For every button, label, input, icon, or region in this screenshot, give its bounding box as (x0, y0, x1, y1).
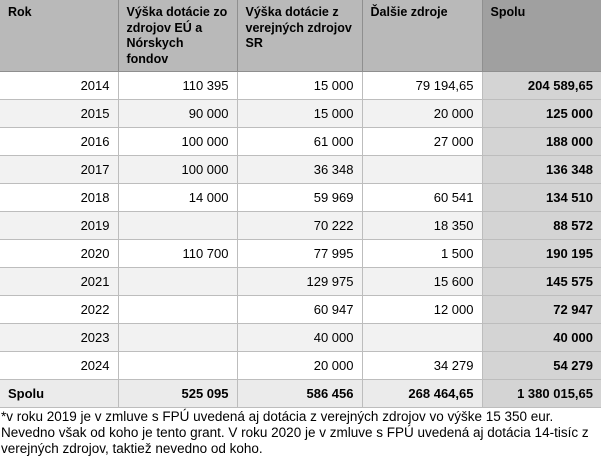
year-cell: 2014 (0, 71, 119, 100)
year-cell: 2019 (0, 211, 119, 240)
table-footer: Spolu 525 095 586 456 268 464,65 1 380 0… (0, 379, 601, 408)
column-header-rok: Rok (0, 0, 119, 72)
year-cell: 2017 (0, 155, 119, 184)
row-total-cell: 190 195 (481, 239, 601, 268)
other-sources-cell: 34 279 (361, 351, 483, 380)
other-sources-cell: 18 350 (361, 211, 483, 240)
total-eu-funds-cell: 525 095 (117, 379, 238, 408)
year-cell: 2022 (0, 295, 119, 324)
public-sources-cell: 70 222 (236, 211, 363, 240)
other-sources-cell: 20 000 (361, 99, 483, 128)
public-sources-cell: 59 969 (236, 183, 363, 212)
column-header-other-sources: Ďalšie zdroje (361, 0, 483, 72)
public-sources-cell: 36 348 (236, 155, 363, 184)
grants-table: Rok Výška dotácie zo zdrojov EÚ a Nórsky… (0, 0, 601, 408)
eu-funds-cell: 110 395 (117, 71, 238, 100)
public-sources-cell: 129 975 (236, 267, 363, 296)
table-row: 2014 110 395 15 000 79 194,65 204 589,65 (0, 71, 601, 100)
public-sources-cell: 20 000 (236, 351, 363, 380)
row-total-cell: 145 575 (481, 267, 601, 296)
row-total-cell: 136 348 (481, 155, 601, 184)
total-row: Spolu 525 095 586 456 268 464,65 1 380 0… (0, 379, 601, 408)
public-sources-cell: 40 000 (236, 323, 363, 352)
year-cell: 2015 (0, 99, 119, 128)
total-row-label: Spolu (0, 379, 119, 408)
public-sources-cell: 15 000 (236, 99, 363, 128)
other-sources-cell: 60 541 (361, 183, 483, 212)
other-sources-cell: 79 194,65 (361, 71, 483, 100)
column-header-eu-funds: Výška dotácie zo zdrojov EÚ a Nórskych f… (117, 0, 238, 72)
header-row: Rok Výška dotácie zo zdrojov EÚ a Nórsky… (0, 0, 601, 72)
other-sources-cell (361, 323, 483, 352)
table-row: 2021 129 975 15 600 145 575 (0, 267, 601, 296)
year-cell: 2024 (0, 351, 119, 380)
eu-funds-cell: 14 000 (117, 183, 238, 212)
eu-funds-cell (117, 351, 238, 380)
row-total-cell: 125 000 (481, 99, 601, 128)
eu-funds-cell: 100 000 (117, 127, 238, 156)
year-cell: 2016 (0, 127, 119, 156)
table-body: 2014 110 395 15 000 79 194,65 204 589,65… (0, 71, 601, 380)
row-total-cell: 54 279 (481, 351, 601, 380)
table-row: 2020 110 700 77 995 1 500 190 195 (0, 239, 601, 268)
table-row: 2023 40 000 40 000 (0, 323, 601, 352)
year-cell: 2018 (0, 183, 119, 212)
eu-funds-cell (117, 295, 238, 324)
other-sources-cell: 12 000 (361, 295, 483, 324)
table-row: 2018 14 000 59 969 60 541 134 510 (0, 183, 601, 212)
table-row: 2024 20 000 34 279 54 279 (0, 351, 601, 380)
year-cell: 2020 (0, 239, 119, 268)
public-sources-cell: 15 000 (236, 71, 363, 100)
other-sources-cell: 1 500 (361, 239, 483, 268)
year-cell: 2021 (0, 267, 119, 296)
public-sources-cell: 77 995 (236, 239, 363, 268)
public-sources-cell: 60 947 (236, 295, 363, 324)
column-header-total: Spolu (481, 0, 601, 72)
column-header-public-sources: Výška dotácie z verejných zdrojov SR (236, 0, 363, 72)
eu-funds-cell (117, 211, 238, 240)
total-public-sources-cell: 586 456 (236, 379, 363, 408)
row-total-cell: 40 000 (481, 323, 601, 352)
table-row: 2019 70 222 18 350 88 572 (0, 211, 601, 240)
table-row: 2022 60 947 12 000 72 947 (0, 295, 601, 324)
table-row: 2016 100 000 61 000 27 000 188 000 (0, 127, 601, 156)
public-sources-cell: 61 000 (236, 127, 363, 156)
eu-funds-cell (117, 267, 238, 296)
eu-funds-cell: 110 700 (117, 239, 238, 268)
total-other-sources-cell: 268 464,65 (361, 379, 483, 408)
eu-funds-cell (117, 323, 238, 352)
grand-total-cell: 1 380 015,65 (481, 379, 601, 408)
table-row: 2017 100 000 36 348 136 348 (0, 155, 601, 184)
footnote: *v roku 2019 je v zmluve s FPÚ uvedená a… (1, 409, 589, 456)
row-total-cell: 88 572 (481, 211, 601, 240)
row-total-cell: 72 947 (481, 295, 601, 324)
eu-funds-cell: 90 000 (117, 99, 238, 128)
other-sources-cell: 27 000 (361, 127, 483, 156)
table-header: Rok Výška dotácie zo zdrojov EÚ a Nórsky… (0, 0, 601, 72)
other-sources-cell (361, 155, 483, 184)
row-total-cell: 188 000 (481, 127, 601, 156)
table-row: 2015 90 000 15 000 20 000 125 000 (0, 99, 601, 128)
eu-funds-cell: 100 000 (117, 155, 238, 184)
row-total-cell: 134 510 (481, 183, 601, 212)
year-cell: 2023 (0, 323, 119, 352)
other-sources-cell: 15 600 (361, 267, 483, 296)
row-total-cell: 204 589,65 (481, 71, 601, 100)
